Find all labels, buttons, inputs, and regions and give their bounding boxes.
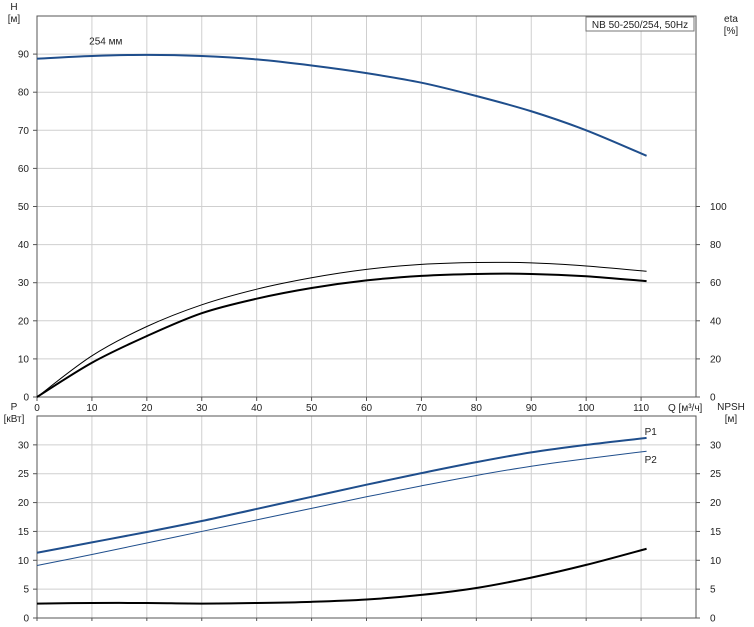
panel1-x-tick-label: 60 bbox=[361, 403, 373, 414]
panel1-y-left-tick-label: 70 bbox=[18, 126, 30, 137]
panel1-annotation: 254 мм bbox=[89, 37, 122, 48]
panel1-y-left-tick-label: 10 bbox=[18, 354, 30, 365]
panel1-y-left-tick-label: 60 bbox=[18, 164, 30, 175]
panel1-x-tick-label: 40 bbox=[251, 403, 263, 414]
panel1-x-tick-label: 50 bbox=[306, 403, 318, 414]
panel2-y-left-label: P bbox=[11, 402, 18, 413]
panel2-series-p2 bbox=[36, 450, 647, 566]
panel1-y-right-unit: [%] bbox=[724, 26, 739, 37]
panel1-title-box bbox=[585, 16, 695, 32]
panel2-y-left-tick-label: 20 bbox=[18, 498, 30, 509]
panel1-x-tick-label: 10 bbox=[86, 403, 98, 414]
panel1-y-left-unit: [м] bbox=[8, 14, 21, 25]
panel1-x-tick-label: 90 bbox=[526, 403, 538, 414]
panel1-y-right-tick-label: 80 bbox=[710, 240, 722, 251]
panel2-y-right-unit: [м] bbox=[725, 414, 738, 425]
panel1-x-tick-label: 80 bbox=[471, 403, 483, 414]
panel1-y-right-tick-label: 60 bbox=[710, 278, 722, 289]
panel2-y-right-label: NPSH bbox=[717, 402, 745, 413]
panel2-y-right-tick-label: 5 bbox=[710, 585, 716, 596]
panel2-y-left-tick-label: 15 bbox=[18, 527, 30, 538]
panel1-y-right-tick-label: 40 bbox=[710, 316, 722, 327]
panel2-y-left-tick-label: 5 bbox=[23, 585, 29, 596]
panel1-series-curve-3 bbox=[36, 272, 647, 398]
panel1-y-left-tick-label: 90 bbox=[18, 50, 30, 61]
panel2-y-right-tick-label: 20 bbox=[710, 498, 722, 509]
panel2-series-p1 bbox=[36, 436, 647, 554]
panel2-y-left-unit: [кВт] bbox=[4, 414, 25, 425]
panel1-x-tick-label: 30 bbox=[196, 403, 208, 414]
panel2-y-right-tick-label: 25 bbox=[710, 469, 722, 480]
panel2-y-left-tick-label: 25 bbox=[18, 469, 30, 480]
panel1-x-tick-label: 110 bbox=[633, 403, 649, 414]
panel1-series-curve-2 bbox=[36, 261, 647, 398]
panel1-y-right-label: eta bbox=[724, 14, 738, 25]
panel1-y-left-tick-label: 30 bbox=[18, 278, 30, 289]
panel1-y-right-tick-label: 20 bbox=[710, 354, 722, 365]
panel1-y-right-tick-label: 0 bbox=[710, 393, 716, 404]
panel1-x-tick-label: 0 bbox=[34, 403, 40, 414]
panel1-x-tick-label: 20 bbox=[141, 403, 153, 414]
panel2-y-left-tick-label: 30 bbox=[18, 440, 30, 451]
panel1-y-left-tick-label: 20 bbox=[18, 316, 30, 327]
panel2-y-right-tick-label: 15 bbox=[710, 527, 722, 538]
panel1-x-axis-label: Q [м³/ч] bbox=[668, 403, 703, 414]
panel2-series-curve-3 bbox=[36, 547, 647, 605]
panel1-y-right-tick-label: 100 bbox=[710, 202, 727, 213]
panel2-y-left-tick-label: 10 bbox=[18, 556, 30, 567]
panel2-y-right-tick-label: 30 bbox=[710, 440, 722, 451]
panel2-y-right-tick-label: 0 bbox=[710, 614, 716, 625]
panel2-series-label-p1: P1 bbox=[645, 427, 658, 438]
panel1-x-tick-label: 100 bbox=[578, 403, 595, 414]
panel1-x-tick-label: 70 bbox=[416, 403, 428, 414]
panel1-series-curve-1 bbox=[36, 53, 647, 157]
panel1-chart-title: NB 50-250/254, 50Hz bbox=[592, 20, 688, 31]
panel1-y-left-tick-label: 40 bbox=[18, 240, 30, 251]
panel1-y-left-tick-label: 0 bbox=[23, 393, 29, 404]
panel1-y-left-tick-label: 80 bbox=[18, 88, 30, 99]
panel1-y-left-label: H bbox=[10, 2, 17, 13]
panel2-y-left-tick-label: 0 bbox=[23, 614, 29, 625]
panel1-y-left-tick-label: 50 bbox=[18, 202, 30, 213]
panel2-series-label-p2: P2 bbox=[645, 455, 658, 466]
panel2-y-right-tick-label: 10 bbox=[710, 556, 722, 567]
